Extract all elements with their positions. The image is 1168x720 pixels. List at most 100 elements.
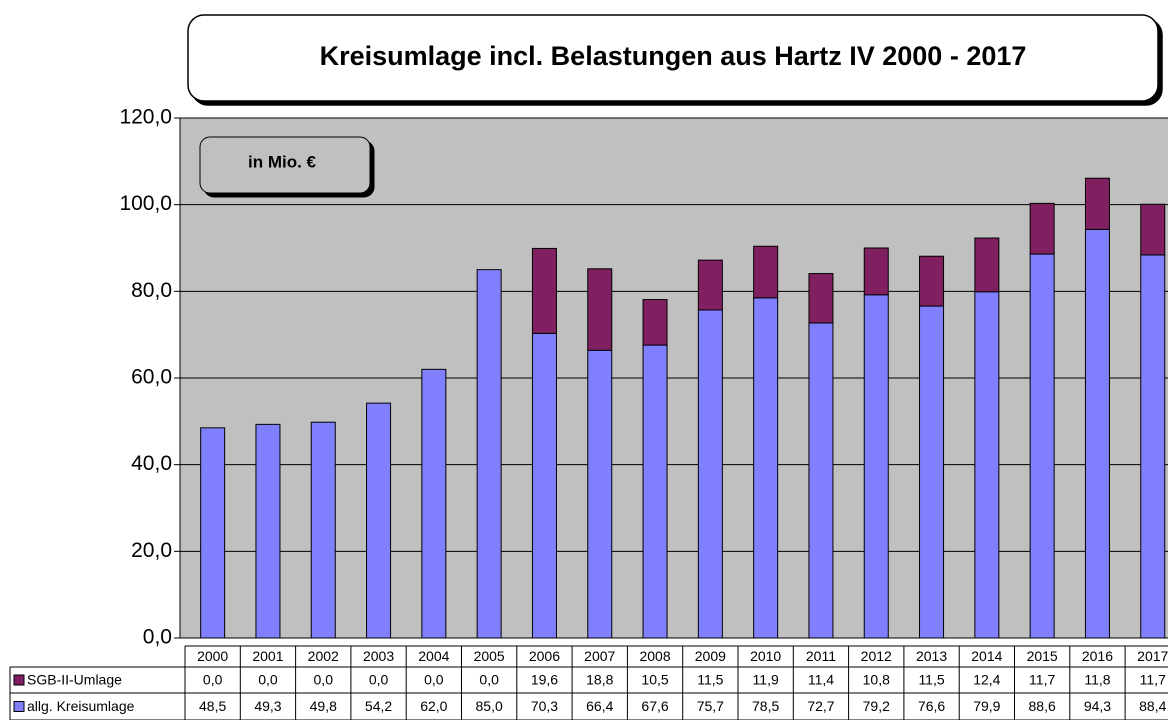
x-tick-label: 2009 xyxy=(695,648,726,664)
bar xyxy=(200,427,226,639)
bar xyxy=(753,297,779,639)
legend-label: allg. Kreisumlage xyxy=(27,698,135,714)
x-tick-label: 2011 xyxy=(806,648,836,664)
data-label: 0,0 xyxy=(369,672,389,688)
x-tick-label: 2004 xyxy=(418,648,449,664)
data-label: 12,4 xyxy=(973,672,1000,688)
data-label: 11,7 xyxy=(1140,672,1166,688)
x-tick-label: 2008 xyxy=(639,648,670,664)
bar xyxy=(863,294,889,639)
data-label: 11,5 xyxy=(918,672,944,688)
data-label: 19,6 xyxy=(531,672,558,688)
data-label: 10,5 xyxy=(641,672,668,688)
annotation-box xyxy=(199,136,371,194)
legend-label: SGB-II-Umlage xyxy=(27,672,122,688)
bar xyxy=(697,309,723,639)
bar xyxy=(310,421,336,639)
data-label: 75,7 xyxy=(697,698,724,714)
x-tick-label: 2012 xyxy=(861,648,892,664)
x-tick-label: 2001 xyxy=(252,648,283,664)
data-label: 11,9 xyxy=(753,672,779,688)
bar xyxy=(1029,253,1055,639)
data-label: 18,8 xyxy=(586,672,613,688)
data-label: 94,3 xyxy=(1084,698,1111,714)
bar xyxy=(753,245,779,299)
bar xyxy=(1029,202,1055,255)
data-label: 0,0 xyxy=(203,672,223,688)
bar xyxy=(1084,228,1110,639)
x-tick-label: 2016 xyxy=(1082,648,1113,664)
data-label: 10,8 xyxy=(863,672,890,688)
data-label: 49,8 xyxy=(310,698,337,714)
bar xyxy=(1140,254,1166,639)
x-tick-label: 2017 xyxy=(1137,648,1168,664)
bar xyxy=(642,299,668,346)
bar xyxy=(974,291,1000,639)
x-tick-label: 2003 xyxy=(363,648,394,664)
data-label: 48,5 xyxy=(199,698,226,714)
data-label: 54,2 xyxy=(365,698,392,714)
y-tick-label: 80,0 xyxy=(131,279,172,302)
data-label: 0,0 xyxy=(258,672,278,688)
legend-swatch xyxy=(13,674,25,686)
data-label: 79,9 xyxy=(973,698,1000,714)
data-label: 76,6 xyxy=(918,698,945,714)
x-tick-label: 2015 xyxy=(1027,648,1058,664)
data-label: 49,3 xyxy=(254,698,281,714)
data-label: 11,5 xyxy=(697,672,723,688)
x-tick-label: 2014 xyxy=(971,648,1002,664)
data-label: 88,6 xyxy=(1029,698,1056,714)
bar xyxy=(1084,177,1110,230)
annotation: in Mio. € xyxy=(248,152,317,171)
data-label: 70,3 xyxy=(531,698,558,714)
x-tick-label: 2006 xyxy=(529,648,560,664)
data-label: 62,0 xyxy=(420,698,447,714)
bar xyxy=(974,237,1000,293)
bar xyxy=(808,273,834,324)
bar xyxy=(808,322,834,639)
x-tick-label: 2002 xyxy=(308,648,339,664)
data-label: 88,4 xyxy=(1139,698,1166,714)
x-tick-label: 2005 xyxy=(474,648,505,664)
bar xyxy=(697,259,723,311)
data-label: 79,2 xyxy=(863,698,890,714)
bar xyxy=(255,423,281,639)
bar xyxy=(421,368,447,639)
data-label: 11,7 xyxy=(1029,672,1055,688)
data-label: 0,0 xyxy=(424,672,444,688)
x-tick-label: 2010 xyxy=(750,648,781,664)
data-label: 85,0 xyxy=(476,698,503,714)
bar xyxy=(366,402,392,639)
y-tick-label: 100,0 xyxy=(119,192,172,215)
y-tick-label: 40,0 xyxy=(131,452,172,475)
bar xyxy=(642,344,668,639)
bar xyxy=(863,247,889,296)
chart-title: Kreisumlage incl. Belastungen aus Hartz … xyxy=(320,41,1027,71)
x-tick-label: 2000 xyxy=(197,648,228,664)
bar xyxy=(587,268,613,351)
y-tick-label: 120,0 xyxy=(119,106,172,129)
data-label: 72,7 xyxy=(807,698,834,714)
bar xyxy=(531,332,557,639)
data-label: 11,4 xyxy=(808,672,834,688)
data-label: 0,0 xyxy=(479,672,499,688)
data-label: 67,6 xyxy=(641,698,668,714)
x-tick-label: 2013 xyxy=(916,648,947,664)
bar xyxy=(587,349,613,639)
data-label: 0,0 xyxy=(314,672,334,688)
title-box xyxy=(187,14,1159,102)
y-tick-label: 60,0 xyxy=(131,366,172,389)
x-tick-label: 2007 xyxy=(584,648,615,664)
legend-swatch xyxy=(13,701,25,712)
bar xyxy=(919,305,945,639)
y-tick-label: 0,0 xyxy=(143,626,172,649)
bar xyxy=(531,247,557,334)
bar xyxy=(476,269,502,639)
y-tick-label: 20,0 xyxy=(131,539,172,562)
data-label: 66,4 xyxy=(586,698,613,714)
data-label: 11,8 xyxy=(1084,672,1110,688)
bar xyxy=(1140,203,1166,256)
data-label: 78,5 xyxy=(752,698,779,714)
bar xyxy=(919,255,945,307)
